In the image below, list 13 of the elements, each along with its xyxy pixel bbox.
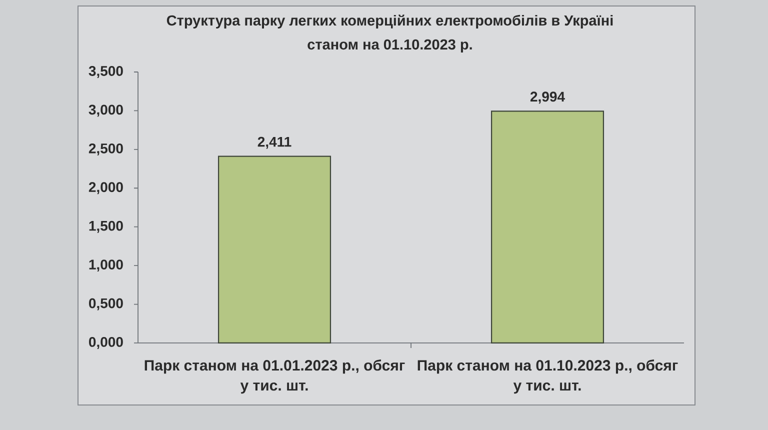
x-tick-label: Парк станом на 01.01.2023 р., обсяг у тис. шт. (144, 360, 405, 394)
x-tick-label: Парк станом на 01.10.2023 р., обсяг у тис. шт. (418, 360, 678, 394)
chart-title: Структура парку легких комерційних електромобілів в Україні станом на 01.10.2023 р. (166, 14, 613, 52)
y-tick-label: 2,500 (88, 143, 123, 156)
y-tick-label: 1,000 (89, 260, 123, 272)
y-tick-label: 0,000 (88, 337, 123, 349)
y-tick-label: 2,000 (88, 182, 123, 194)
data-label: 2,411 (258, 136, 292, 149)
y-tick-label: 0,500 (88, 298, 123, 310)
y-tick-label: 1,500 (89, 220, 123, 233)
data-label: 2,994 (530, 92, 565, 104)
y-tick-label: 3,500 (88, 66, 123, 78)
y-tick-label: 3,000 (88, 104, 123, 117)
